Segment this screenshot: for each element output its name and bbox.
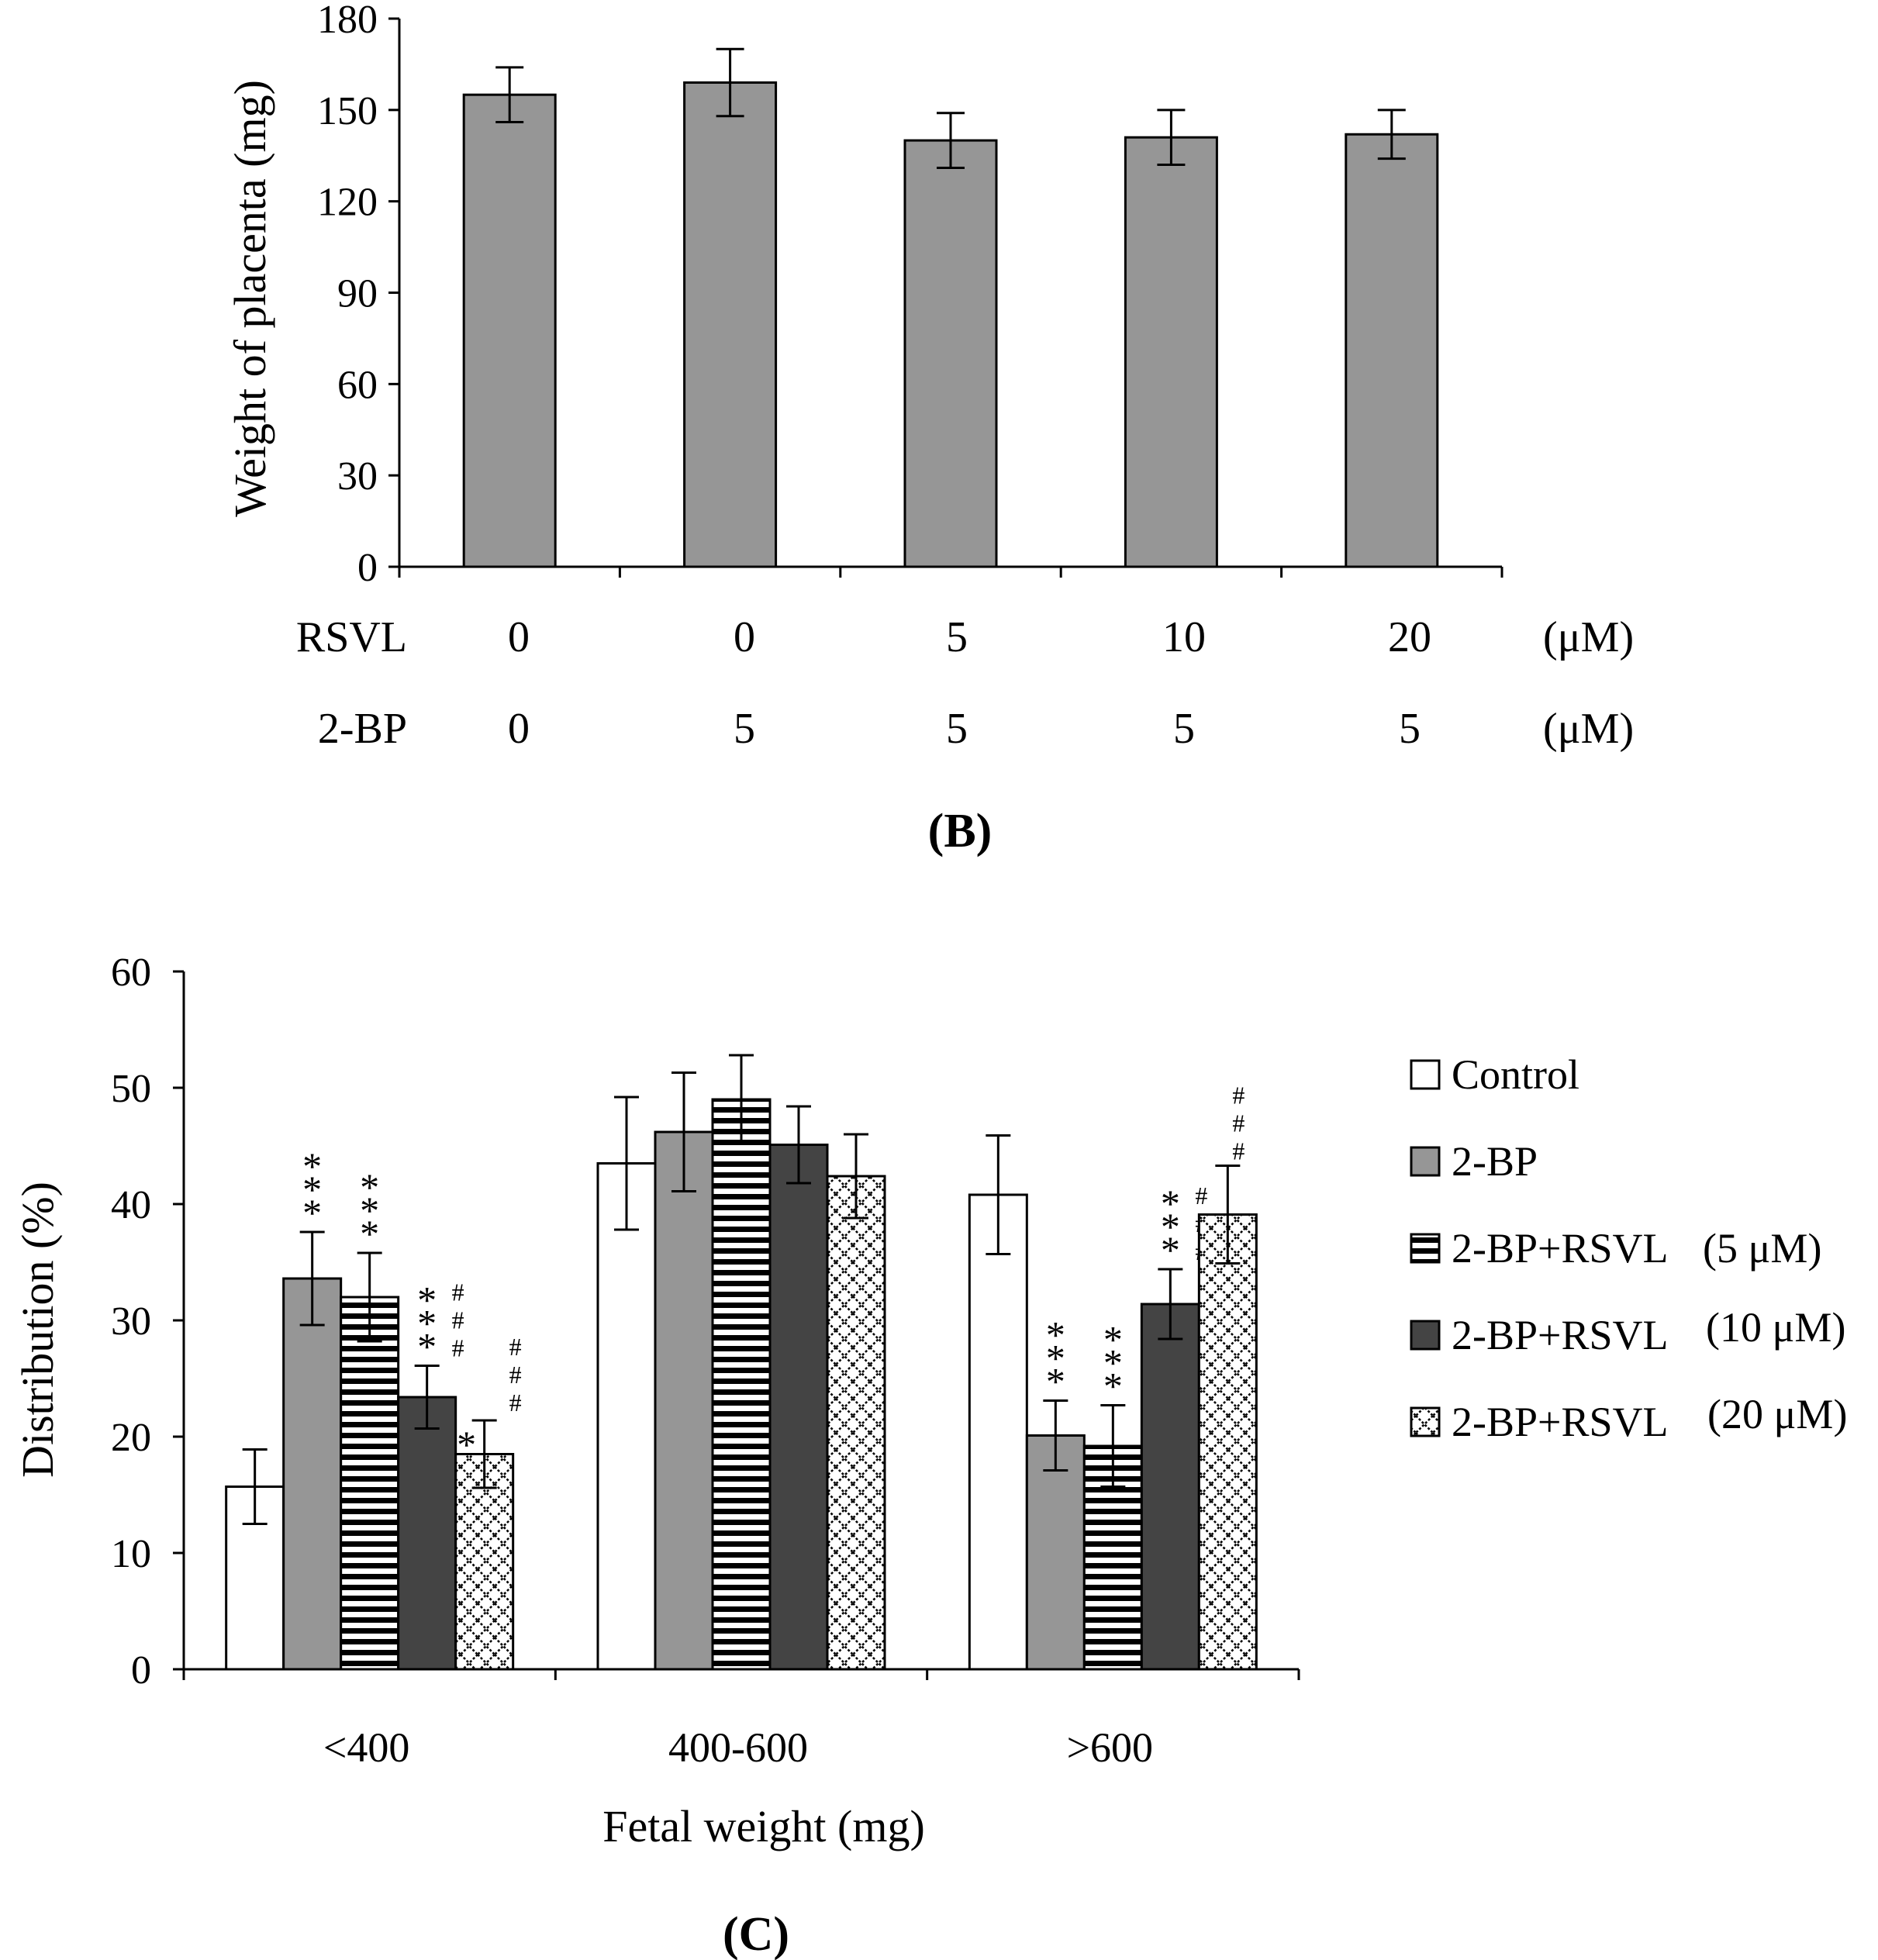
legend-dose: (10 μM) (1706, 1304, 1845, 1351)
panel-c-significance-hash: # (1232, 1109, 1245, 1137)
panel-c-bar (1197, 1213, 1258, 1671)
panel-c-bar (1025, 1434, 1086, 1671)
panel-c-bar (282, 1277, 343, 1671)
legend-swatch (1410, 1406, 1441, 1437)
panel-b-y-tick-label: 90 (337, 272, 378, 316)
panel-c-bar (768, 1144, 829, 1671)
panel-c-category-label: >600 (1067, 1724, 1153, 1771)
panel-c-y-axis-title: Distribution (%) (12, 1182, 63, 1478)
panel-c-significance-star: * (1103, 1318, 1123, 1361)
legend-swatch (1410, 1233, 1441, 1264)
panel-b-bar (1124, 136, 1218, 568)
panel-c-category-label: <400 (323, 1724, 409, 1771)
panel-c-significance-star: * (360, 1165, 379, 1209)
panel-c-x-axis-title: Fetal weight (mg) (602, 1801, 925, 1851)
panel-c-significance-star: * (417, 1278, 437, 1322)
legend-label: Control (1452, 1051, 1579, 1098)
legend-label: 2-BP (1452, 1138, 1538, 1185)
panel-b-y-tick-label: 60 (337, 363, 378, 407)
panel-c-significance-star: * (1046, 1360, 1065, 1403)
panel-c-y-tick-label: 60 (111, 951, 151, 995)
legend-dose: (5 μM) (1703, 1225, 1821, 1272)
panel-c-bar (711, 1098, 772, 1671)
panel-c-bar (397, 1396, 457, 1671)
panel-c-significance-star: * (417, 1325, 437, 1368)
legend-label: 2-BP+RSVL (1452, 1225, 1669, 1272)
panel-c-significance-star: * (302, 1168, 322, 1211)
panel-c-significance-star: * (360, 1189, 379, 1232)
panel-b-2bp-value: 5 (734, 705, 755, 753)
panel-c-significance-hash: # (1232, 1082, 1245, 1109)
panel-c-significance-hash: # (452, 1334, 464, 1362)
panel-c-significance-hash: # (452, 1278, 464, 1306)
panel-b-rsvl-value: 10 (1162, 613, 1206, 661)
panel-c-y-tick-label: 50 (111, 1067, 151, 1111)
panel-c-significance-hash: # (1232, 1137, 1245, 1165)
panel-c-significance-star: * (1103, 1341, 1123, 1385)
panel-c-significance-hash: # (509, 1333, 522, 1361)
legend-label: 2-BP+RSVL (1452, 1312, 1669, 1358)
panel-c-significance-star: * (1161, 1182, 1180, 1225)
panel-c-significance-star: * (302, 1144, 322, 1188)
legend-dose: (20 μM) (1707, 1391, 1847, 1437)
panel-b-rsvl-value: 20 (1388, 613, 1431, 661)
legend-swatch (1410, 1146, 1441, 1177)
panel-c-y-tick-label: 10 (111, 1532, 151, 1576)
panel-b-y-tick-label: 180 (317, 0, 378, 42)
panel-b-2bp-value: 5 (1399, 705, 1421, 753)
panel-c-significance-star: * (1046, 1337, 1065, 1380)
panel-c-bar (1140, 1303, 1200, 1671)
panel-b-2bp-value: 0 (508, 705, 530, 753)
panel-c-bar (968, 1193, 1028, 1671)
panel-c-significance-star: * (360, 1212, 379, 1255)
panel-c-bar (340, 1296, 400, 1671)
panel-b-2bp-value: 5 (1173, 705, 1195, 753)
panel-c-significance-star: * (1161, 1228, 1180, 1272)
panel-c-bar (654, 1130, 714, 1671)
panel-c-bar (454, 1453, 515, 1671)
panel-b-y-tick-label: 0 (357, 546, 378, 590)
panel-b-bar (683, 81, 778, 568)
panel-b-rsvl-value: 0 (508, 613, 530, 661)
panel-b-y-axis-title: Weight of placenta (mg) (225, 80, 275, 517)
panel-c-significance-star: * (457, 1423, 476, 1466)
panel-c-y-tick-label: 0 (131, 1648, 151, 1693)
panel-c-bar (596, 1162, 657, 1671)
legend-swatch (1410, 1320, 1441, 1351)
panel-b-row-label-2bp: 2-BP (318, 705, 407, 753)
panel-b-bar (1345, 133, 1439, 568)
panel-c-significance-hash: # (509, 1361, 522, 1389)
panel-c-significance-hash: # (509, 1389, 522, 1417)
panel-c-significance-star: * (417, 1302, 437, 1345)
panel-c-significance-hash: # (452, 1306, 464, 1334)
panel-c-significance-star: * (1046, 1313, 1065, 1357)
panel-c-significance-star: * (1103, 1365, 1123, 1408)
panel-c-chart: 0102030405060<400*********###*###400-600… (12, 951, 1847, 1851)
panel-b-row-label-rsvl: RSVL (296, 613, 407, 661)
panel-b-unit: (μM) (1543, 613, 1634, 661)
panel-c-significance-star: * (302, 1191, 322, 1234)
panel-b-bar (462, 93, 557, 568)
panel-b-rsvl-value: 0 (734, 613, 755, 661)
panel-b-2bp-value: 5 (946, 705, 968, 753)
panel-c-significance-hash: # (1195, 1182, 1207, 1209)
panel-b-unit: (μM) (1543, 705, 1634, 753)
panel-b-y-tick-label: 150 (317, 89, 378, 133)
panel-c-significance-star: * (1161, 1205, 1180, 1248)
panel-c-bar (826, 1175, 886, 1671)
panel-b-rsvl-value: 5 (946, 613, 968, 661)
panel-c-y-tick-label: 30 (111, 1299, 151, 1344)
panel-b-bar (903, 139, 998, 568)
panel-c-category-label: 400-600 (668, 1724, 808, 1771)
panel-b-y-tick-label: 120 (317, 181, 378, 225)
legend-swatch (1410, 1059, 1441, 1090)
panel-c-y-tick-label: 20 (111, 1416, 151, 1460)
panel-b-chart: 0 30 60 90 120 150 180 Weight of placenta (mg) R… (225, 0, 1634, 753)
panel-b-y-tick-label: 30 (337, 454, 378, 499)
panel-b-label: (B) (928, 805, 993, 858)
panel-c-label: (C) (723, 1908, 789, 1960)
panel-c-y-tick-label: 40 (111, 1183, 151, 1227)
legend-label: 2-BP+RSVL (1452, 1399, 1669, 1445)
